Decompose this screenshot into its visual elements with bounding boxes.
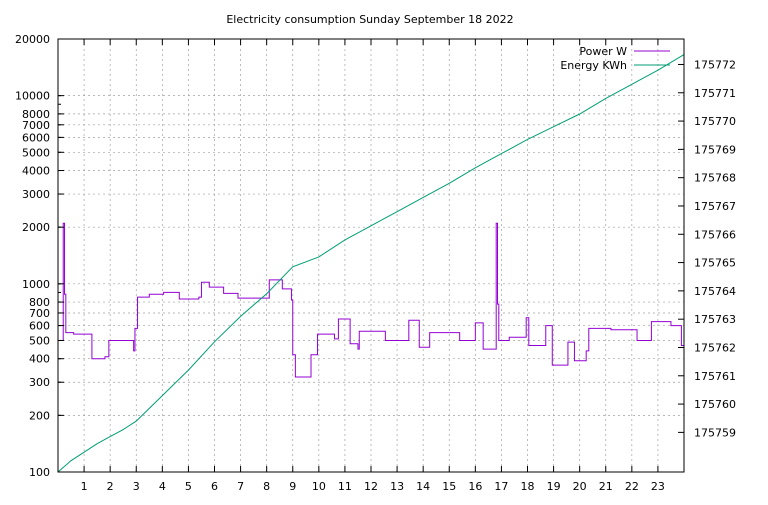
x-tick-label: 1 <box>81 480 88 493</box>
x-tick-label: 9 <box>289 480 296 493</box>
y-left-tick-label: 6000 <box>22 131 50 144</box>
x-tick-label: 4 <box>159 480 166 493</box>
y-left-tick-label: 20000 <box>15 33 50 46</box>
series-layer <box>57 54 685 473</box>
x-tick-label: 12 <box>364 480 378 493</box>
x-tick-label: 15 <box>442 480 456 493</box>
y-left-tick-label: 5000 <box>22 146 50 159</box>
y-right-tick-label: 175765 <box>694 257 736 270</box>
x-tick-label: 14 <box>416 480 430 493</box>
y-left-tick-label: 300 <box>29 376 50 389</box>
series-line-power <box>58 222 684 378</box>
y-left-tick-label: 700 <box>29 307 50 320</box>
x-tick-label: 8 <box>263 480 270 493</box>
y-right-tick-label: 175768 <box>694 172 736 185</box>
x-tick-label: 10 <box>312 480 326 493</box>
y-right-tick-label: 175769 <box>694 143 736 156</box>
y-left-tick-label: 2000 <box>22 221 50 234</box>
y-right-tick-label: 175767 <box>694 200 736 213</box>
x-tick-label: 22 <box>625 480 639 493</box>
y-right-tick-label: 175763 <box>694 313 736 326</box>
x-tick-label: 11 <box>338 480 352 493</box>
y-left-tick-label: 7000 <box>22 119 50 132</box>
x-tick-label: 17 <box>494 480 508 493</box>
y-left-tick-label: 600 <box>29 320 50 333</box>
x-tick-label: 7 <box>237 480 244 493</box>
x-tick-label: 18 <box>521 480 535 493</box>
x-tick-label: 5 <box>185 480 192 493</box>
y-right-tick-label: 175764 <box>694 285 736 298</box>
y-right-tick-label: 175759 <box>694 426 736 439</box>
y-left-tick-label: 3000 <box>22 188 50 201</box>
x-tick-label: 13 <box>390 480 404 493</box>
y-right-tick-label: 175770 <box>694 115 736 128</box>
legend-label: Power W <box>579 45 627 58</box>
series-line-energy <box>57 54 685 473</box>
y-left-tick-label: 200 <box>29 409 50 422</box>
y-left-tick-label: 10000 <box>15 90 50 103</box>
y-right-tick-label: 175760 <box>694 398 736 411</box>
x-tick-label: 21 <box>599 480 613 493</box>
y-left-tick-label: 8000 <box>22 108 50 121</box>
grid <box>58 39 684 472</box>
y-right-tick-label: 175761 <box>694 370 736 383</box>
y-right-tick-label: 175772 <box>694 58 736 71</box>
y-left-tick-label: 500 <box>29 334 50 347</box>
y-right-tick-label: 175762 <box>694 341 736 354</box>
y-left-tick-label: 4000 <box>22 165 50 178</box>
y-left-tick-label: 100 <box>29 466 50 479</box>
x-tick-label: 2 <box>107 480 114 493</box>
x-tick-label: 16 <box>468 480 482 493</box>
y-left-tick-label: 1000 <box>22 278 50 291</box>
x-tick-label: 6 <box>211 480 218 493</box>
chart-title: Electricity consumption Sunday September… <box>226 13 513 26</box>
legend-label: Energy KWh <box>560 59 627 72</box>
y-left-tick-label: 400 <box>29 353 50 366</box>
x-tick-label: 20 <box>573 480 587 493</box>
y-right-tick-label: 175771 <box>694 87 736 100</box>
x-tick-label: 23 <box>651 480 665 493</box>
y-left-tick-label: 800 <box>29 296 50 309</box>
y-right-tick-label: 175766 <box>694 228 736 241</box>
x-tick-label: 3 <box>133 480 140 493</box>
x-tick-label: 19 <box>547 480 561 493</box>
